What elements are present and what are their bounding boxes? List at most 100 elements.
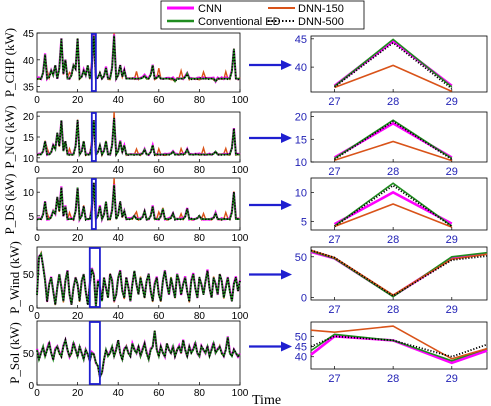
zoom-arrow-head [281,341,292,352]
zoom-y-tick-label: 40 [295,352,307,364]
main-series-dnn-500 [36,252,241,307]
zoom-arrow-head [281,269,292,280]
y-axis-label: P_Wind (kW) [7,241,22,314]
zoom-x-tick-label: 27 [328,373,340,385]
x-tick-label: 20 [72,233,84,244]
y-axis-label: P_NG (kW) [2,105,17,168]
zoom-x-tick-label: 27 [328,304,340,316]
zoom-series-cnn [333,190,453,226]
x-tick-label: 0 [34,388,40,399]
x-tick-label: 80 [194,165,206,176]
y-tick-label: 20 [23,112,35,123]
main-series-dnn-500 [36,35,241,83]
zoom-x-tick-label: 29 [446,96,458,108]
x-tick-label: 0 [34,233,40,244]
x-tick-label: 40 [113,165,125,176]
main-series-dnn-500 [36,331,241,380]
zoom-window-box [88,247,101,308]
y-tick-label: 50 [23,270,35,281]
x-tick-label: 40 [113,95,125,106]
x-tick-label: 60 [153,388,165,399]
main-plot-frame [36,177,241,231]
zoom-series-dnn-150 [334,140,453,162]
zoom-x-tick-label: 28 [387,373,399,385]
zoom-series-conventional-ed [334,182,453,227]
y-tick-label: 15 [23,133,35,144]
main-series-conventional-ed [37,118,240,158]
x-tick-label: 40 [113,233,125,244]
zoom-y-tick-label: 5 [301,216,307,228]
zoom-y-tick-label: 0 [301,293,307,305]
zoom-arrow-head [281,133,292,143]
y-axis-label: P_CHP (kW) [2,28,17,97]
x-tick-label: 40 [113,311,125,322]
x-tick-label: 100 [232,95,249,106]
x-tick-label: 60 [153,311,165,322]
x-tick-label: 0 [34,95,40,106]
y-tick-label: 5 [28,212,34,223]
x-tick-label: 80 [194,311,206,322]
panel-3: 0 20 40 60 80 100 5 10 P_DS (kW) 27 28 29 5 10 [2,173,488,246]
zoom-series-dnn-150 [310,325,488,360]
x-tick-label: 80 [194,233,206,244]
legend-label-dnn500: DNN-500 [298,16,344,28]
zoom-window-box [90,112,97,162]
x-tick-label: 60 [153,165,165,176]
zoom-y-tick-label: 45 [295,34,307,46]
zoom-x-tick-label: 28 [387,234,399,246]
zoom-arrow-head [281,60,292,70]
zoom-y-tick-label: 50 [295,252,307,264]
zoom-y-tick-label: 45 [295,342,307,354]
zoom-series-dnn-500 [333,41,453,90]
zoom-y-tick-label: 10 [295,187,307,199]
y-tick-label: 50 [23,349,35,360]
x-tick-label: 60 [153,95,165,106]
zoom-series-dnn-500 [334,120,453,161]
legend-label-ced: Conventional ED [198,16,281,28]
zoom-series-conventional-ed [334,38,453,88]
x-tick-label: 100 [232,233,249,244]
x-tick-label: 20 [72,95,84,106]
x-tick-label: 100 [232,311,249,322]
x-tick-label: 40 [113,388,125,399]
zoom-x-tick-label: 29 [446,373,458,385]
x-tick-label: 20 [72,311,84,322]
zoom-x-tick-label: 28 [387,166,399,178]
x-axis-label: Time [252,393,281,406]
zoom-x-tick-label: 28 [387,96,399,108]
zoom-x-tick-label: 28 [387,304,399,316]
y-tick-label: 10 [23,188,35,199]
zoom-x-tick-label: 27 [328,96,340,108]
zoom-x-tick-label: 27 [328,166,340,178]
x-tick-label: 0 [34,165,40,176]
legend-box: CNN DNN-150 Conventional ED DNN-500 [160,0,365,30]
zoom-y-tick-label: 50 [295,331,307,343]
zoom-y-tick-label: 20 [295,112,307,124]
zoom-x-tick-label: 29 [446,234,458,246]
x-tick-label: 60 [153,233,165,244]
x-tick-label: 100 [232,165,249,176]
zoom-arrow-head [281,200,292,210]
zoom-x-tick-label: 29 [446,304,458,316]
legend-label-cnn: CNN [198,3,222,15]
y-tick-label: 0 [28,381,34,392]
y-axis-label: P_DS (kW) [2,173,17,234]
zoom-x-tick-label: 27 [328,234,340,246]
legend-label-dnn150: DNN-150 [298,3,344,15]
zoom-y-tick-label: 40 [295,62,307,74]
main-series-dnn-500 [36,183,241,223]
y-tick-label: 45 [23,29,35,40]
zoom-x-tick-label: 29 [446,166,458,178]
x-tick-label: 0 [34,311,40,322]
zoom-window-box [88,321,101,385]
panel-1: 0 20 40 60 80 100 35 40 45 P_CHP (kW) 27 28 29 40 45 [2,28,488,108]
x-tick-label: 20 [72,388,84,399]
x-tick-label: 100 [232,388,249,399]
zoom-y-tick-label: 10 [295,157,307,169]
y-tick-label: 35 [23,83,35,94]
y-axis-label: P_Sol (kW) [7,322,22,384]
x-tick-label: 80 [194,95,206,106]
